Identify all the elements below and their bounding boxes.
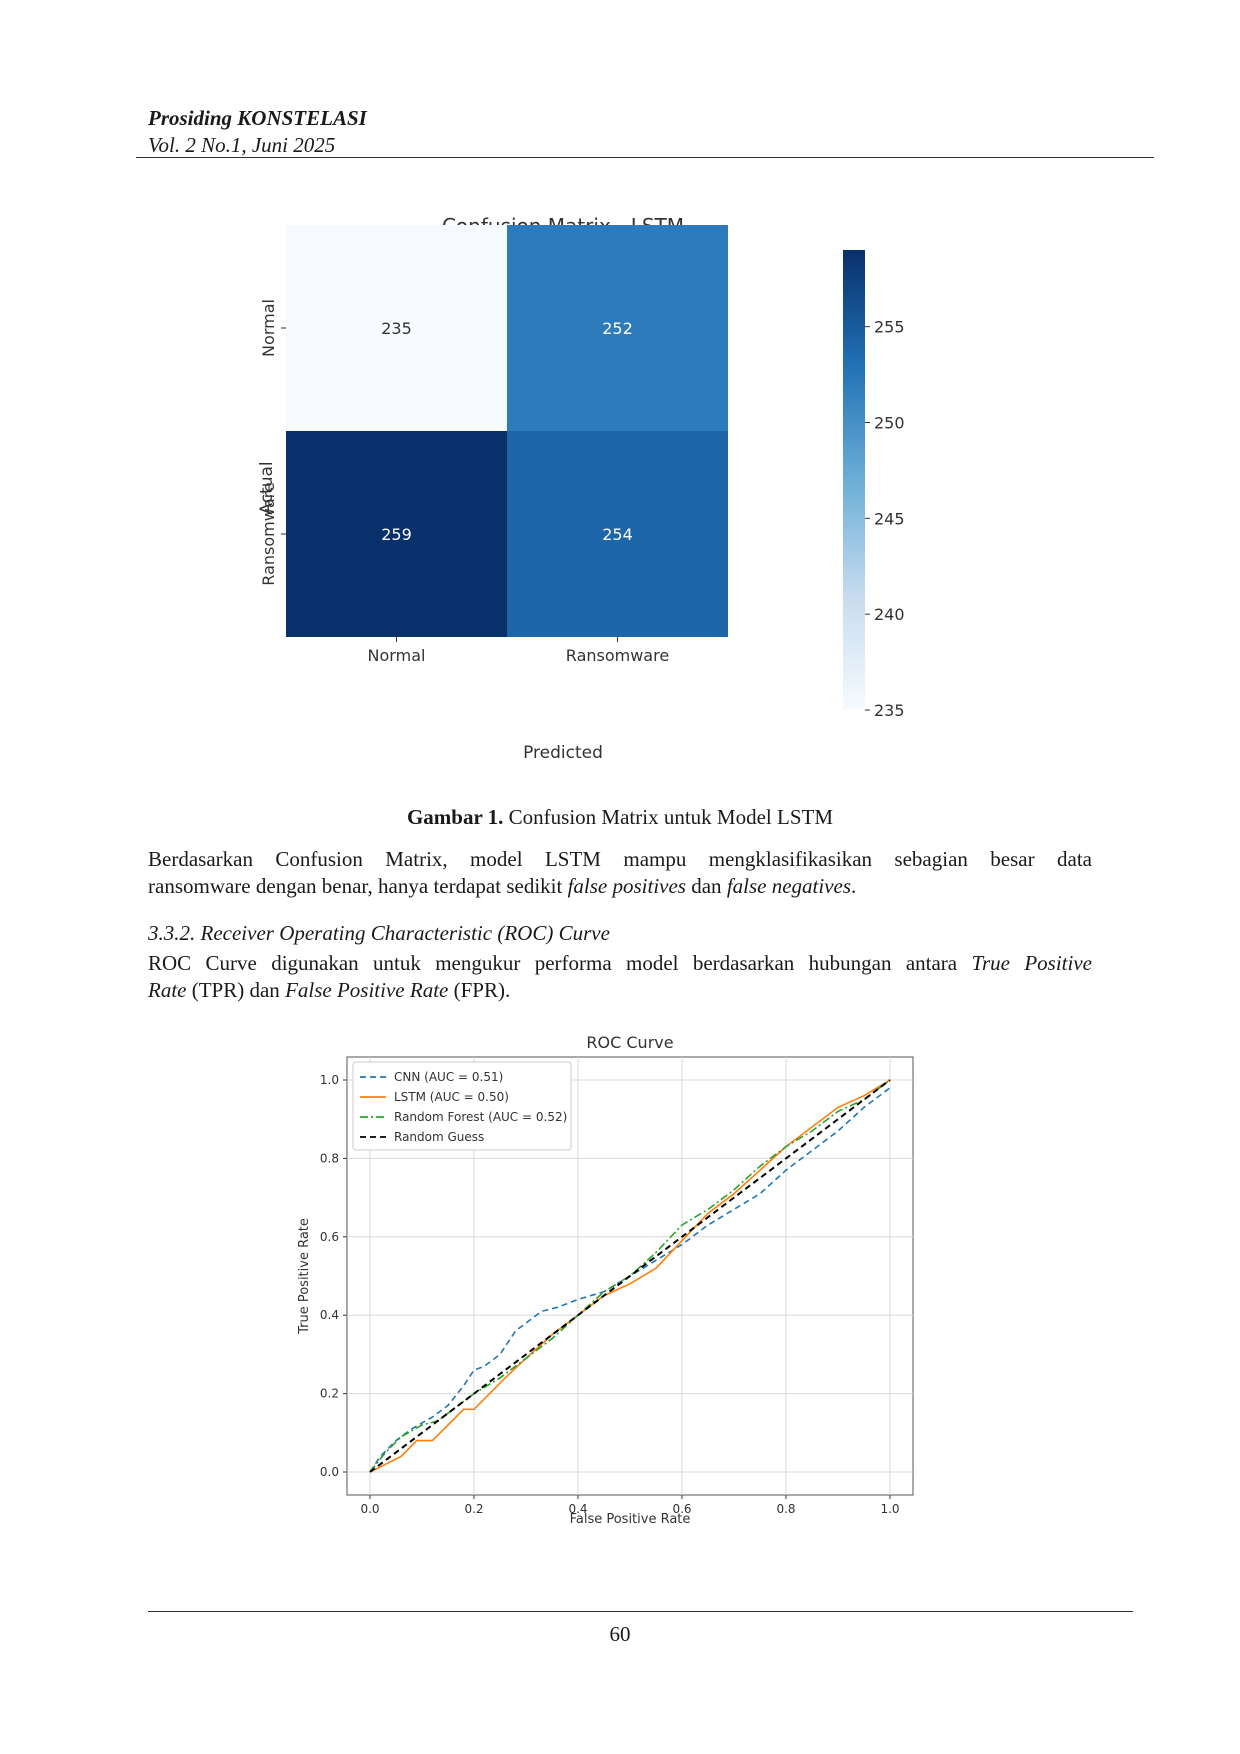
text-run: (FPR). (448, 978, 511, 1002)
text-run: ransomware dengan benar, hanya terdapat … (148, 874, 568, 898)
legend-label: LSTM (AUC = 0.50) (394, 1090, 509, 1104)
y-tick-label: 0.4 (320, 1308, 339, 1322)
text-run: (TPR) dan (186, 978, 286, 1002)
page-number: 60 (609, 1622, 631, 1646)
colorbar-tick-label: 240 (874, 605, 905, 624)
x-axis-label: Predicted (523, 743, 603, 763)
x-tick-label: 0.6 (672, 1502, 691, 1516)
y-tick-label: 1.0 (320, 1073, 339, 1087)
y-tick-label: 0.6 (320, 1230, 339, 1244)
x-axis-ticks: Normal Ransomware (368, 637, 669, 665)
chart-title: ROC Curve (586, 1033, 673, 1052)
colorbar-ticks: 255 250 245 240 235 (865, 318, 905, 720)
roc-series-line (369, 1079, 891, 1473)
x-tick-label: 0.8 (776, 1502, 795, 1516)
y-axis-ticks: 0.0 0.2 0.4 0.6 0.8 1.0 (320, 1073, 347, 1479)
colorbar-tick-label: 250 (874, 414, 905, 433)
colorbar-tick-label: 235 (874, 701, 905, 720)
paragraph-2-line-2: Rate (TPR) dan False Positive Rate (FPR)… (148, 977, 1092, 1004)
colorbar-tick-label: 255 (874, 318, 905, 337)
caption-text: Confusion Matrix untuk Model LSTM (503, 805, 834, 829)
cell-value-label: 235 (381, 319, 412, 338)
text-run-italic: Rate (148, 978, 187, 1002)
x-tick-label: Normal (368, 646, 426, 665)
text-run-italic: false positives (567, 874, 686, 898)
header-rule (136, 157, 1154, 158)
heatmap-cell (507, 431, 728, 637)
x-tick-label: 0.2 (464, 1502, 483, 1516)
y-axis-label: Actual (257, 461, 277, 514)
y-tick-label: 0.0 (320, 1465, 339, 1479)
journal-volume: Vol. 2 No.1, Juni 2025 (148, 133, 336, 157)
text-run-italic: false negatives (726, 874, 852, 898)
legend-label: Random Forest (AUC = 0.52) (394, 1110, 567, 1124)
legend: CNN (AUC = 0.51) LSTM (AUC = 0.50) Random … (352, 1061, 572, 1151)
legend-label: CNN (AUC = 0.51) (394, 1070, 503, 1084)
x-tick-label: Ransomware (566, 646, 669, 665)
x-axis-ticks: 0.0 0.2 0.4 0.6 0.8 1.0 (360, 1495, 900, 1516)
text-run: dan (685, 874, 727, 898)
section-heading: 3.3.2. Receiver Operating Characteristic… (148, 921, 610, 945)
x-tick-label: 0.4 (568, 1502, 587, 1516)
text-run-italic: False Positive Rate (285, 978, 449, 1002)
footer-rule (148, 1611, 1133, 1612)
journal-title: Prosiding KONSTELASI (148, 106, 367, 130)
paragraph-1-line-1: Berdasarkan Confusion Matrix, model LSTM… (148, 847, 1092, 871)
figure-1-caption: Gambar 1. Confusion Matrix untuk Model L… (0, 805, 1240, 830)
text-run: . (851, 874, 857, 898)
paragraph-1-line-2: ransomware dengan benar, hanya terdapat … (148, 873, 1092, 900)
caption-label: Gambar 1. (406, 805, 504, 829)
legend-label: Random Guess (394, 1130, 484, 1144)
paragraph-2-line-1: ROC Curve digunakan untuk mengukur perfo… (148, 950, 1092, 977)
colorbar-tick-label: 245 (874, 509, 905, 528)
y-tick-label: Normal (259, 299, 278, 357)
cell-value-label: 259 (381, 525, 412, 544)
y-tick-label: 0.8 (320, 1151, 339, 1165)
roc-series-line (369, 1079, 891, 1473)
y-axis-label: True Positive Rate (297, 1218, 312, 1335)
x-tick-label: 1.0 (880, 1502, 899, 1516)
heatmap-cell (286, 431, 507, 637)
text-run: ROC Curve digunakan untuk mengukur perfo… (148, 951, 972, 975)
heatmap-cell (507, 225, 728, 431)
heatmap-cell (286, 225, 507, 431)
roc-series-line (369, 1087, 891, 1473)
roc-series (369, 1079, 891, 1473)
cell-value-label: 254 (602, 525, 633, 544)
y-tick-label: 0.2 (320, 1387, 339, 1401)
heatmap-cells: 235 252 259 254 (286, 225, 728, 637)
y-tick-label: Ransomware (259, 482, 278, 585)
x-tick-label: 0.0 (360, 1502, 379, 1516)
x-axis-label: False Positive Rate (570, 1512, 691, 1527)
cell-value-label: 252 (602, 319, 633, 338)
roc-curve-figure: ROC Curve 0.0 0.2 0.4 0.6 0.8 1.0 0.00.20.40.… (297, 1033, 914, 1527)
y-axis-ticks: Normal Ransomware (259, 299, 286, 586)
legend-box (352, 1061, 572, 1151)
text-run-italic: True Positive (971, 951, 1092, 975)
colorbar (843, 250, 865, 710)
